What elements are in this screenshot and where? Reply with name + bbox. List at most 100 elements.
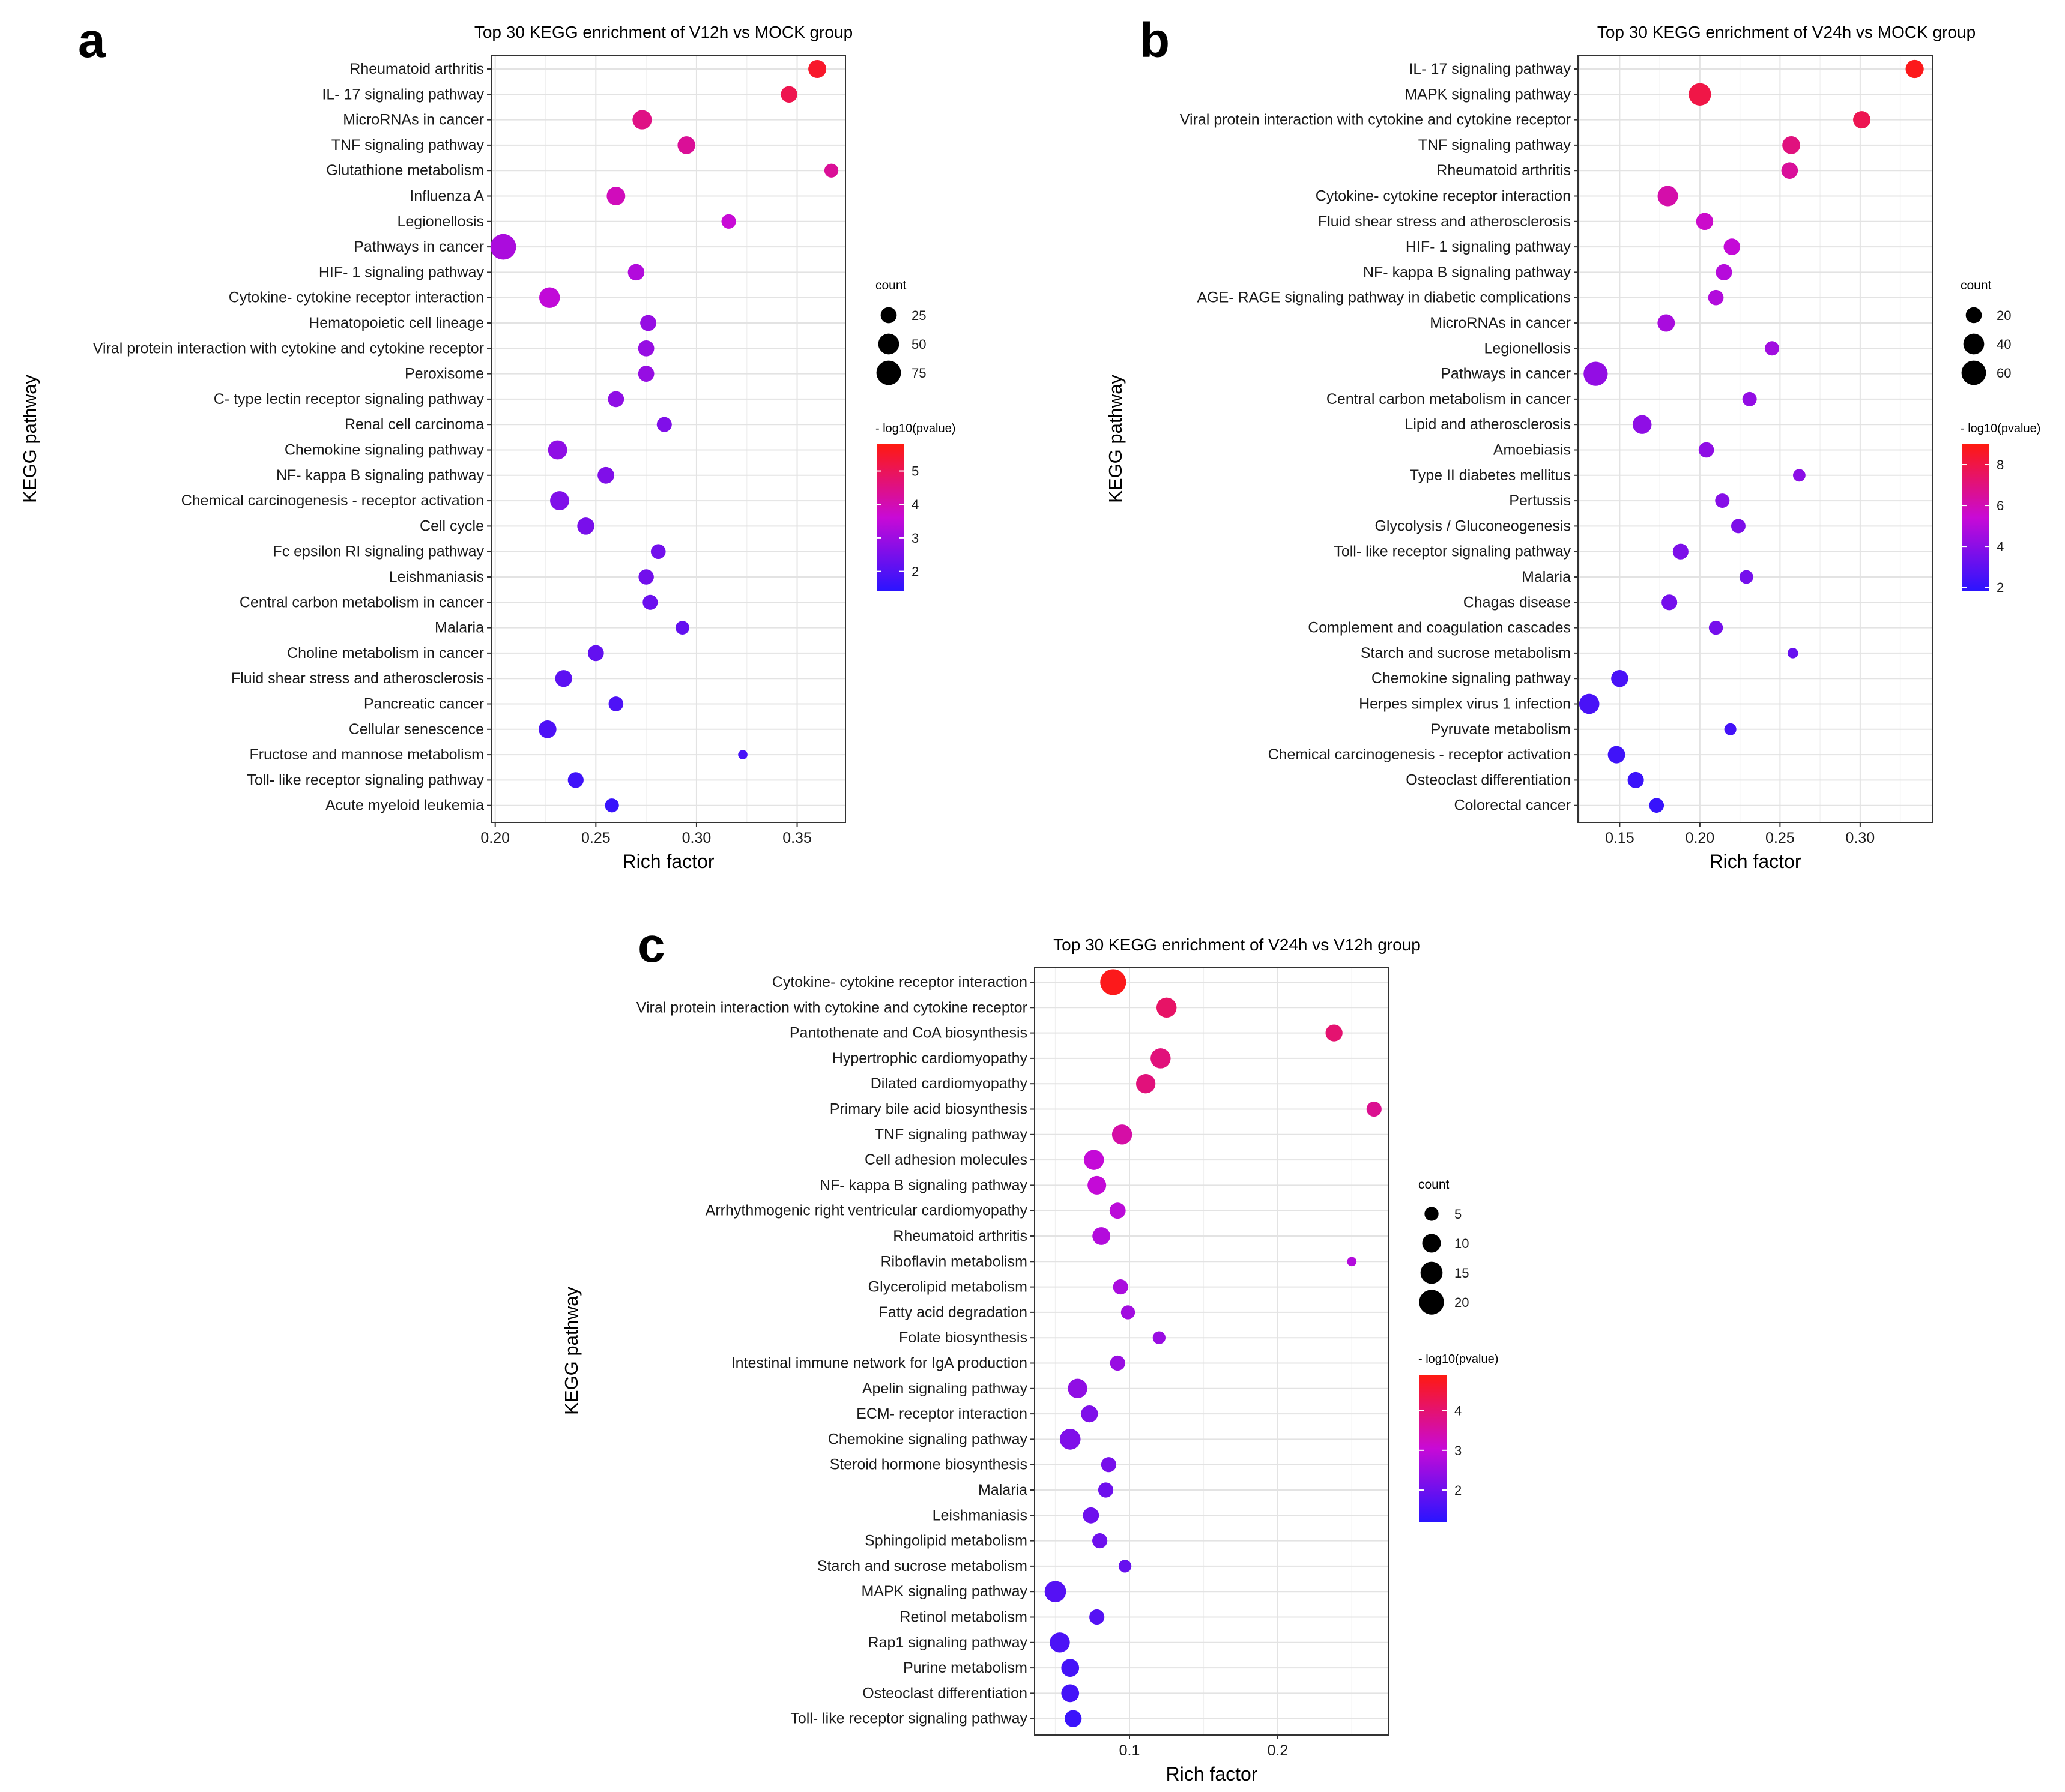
y-tick-label: Starch and sucrose metabolism: [817, 1558, 1027, 1575]
y-tick-label: Primary bile acid biosynthesis: [830, 1101, 1027, 1118]
count-legend-title: count: [1961, 279, 1992, 292]
y-tick-label: Sphingolipid metabolism: [865, 1533, 1027, 1549]
y-tick-label: MicroRNAs in cancer: [343, 112, 484, 128]
x-tick-label: 0.2: [1267, 1742, 1288, 1759]
data-point: [650, 544, 666, 560]
y-axis-label: KEGG pathway: [1105, 375, 1126, 503]
plot-background: [1035, 968, 1389, 1735]
data-point: [1633, 415, 1652, 434]
count-legend-label: 60: [1997, 366, 2011, 381]
y-tick-label: Fructose and mannose metabolism: [250, 746, 484, 763]
y-tick-label: Central carbon metabolism in cancer: [1326, 391, 1571, 408]
count-legend-label: 5: [1454, 1207, 1462, 1222]
y-tick-label: MAPK signaling pathway: [861, 1583, 1027, 1600]
colorbar-label: 8: [1997, 457, 2004, 472]
colorbar-label: 4: [1454, 1404, 1462, 1419]
data-point: [1627, 771, 1644, 788]
y-tick-label: Renal cell carcinoma: [345, 416, 484, 433]
data-point: [1708, 620, 1723, 635]
data-point: [1061, 1659, 1080, 1677]
y-tick-label: Legionellosis: [397, 213, 484, 230]
data-point: [608, 391, 624, 408]
count-legend-dot: [1963, 333, 1985, 355]
y-tick-label: Osteoclast differentiation: [862, 1685, 1027, 1701]
count-legend-dot: [1419, 1290, 1444, 1315]
data-point: [1689, 83, 1711, 106]
count-legend-label: 25: [912, 308, 926, 323]
data-point: [1649, 798, 1664, 813]
data-point: [1044, 1581, 1066, 1603]
data-point: [1765, 341, 1780, 356]
data-point: [1089, 1609, 1105, 1625]
y-tick-label: NF- kappa B signaling pathway: [276, 467, 485, 484]
y-tick-label: Riboflavin metabolism: [880, 1253, 1027, 1270]
count-legend-dot: [1965, 307, 1982, 324]
x-axis-label: Rich factor: [623, 851, 715, 872]
colorbar-label: 3: [912, 531, 919, 546]
y-tick-label: Fc epsilon RI signaling pathway: [273, 543, 484, 560]
data-point: [638, 366, 655, 382]
data-point: [1101, 1457, 1117, 1473]
data-point: [1059, 1429, 1081, 1450]
data-point: [1150, 1048, 1171, 1069]
y-tick-label: Chemical carcinogenesis - receptor activ…: [1268, 746, 1571, 763]
y-tick-label: Steroid hormone biosynthesis: [830, 1456, 1027, 1473]
data-point: [1136, 1074, 1156, 1094]
y-tick-label: Rheumatoid arthritis: [349, 61, 484, 77]
y-tick-label: Toll- like receptor signaling pathway: [1334, 543, 1571, 560]
y-tick-label: Central carbon metabolism in cancer: [240, 594, 484, 611]
count-legend-dot: [878, 333, 899, 355]
data-point: [1716, 264, 1732, 280]
data-point: [627, 264, 645, 281]
colorbar-label: 2: [1997, 580, 2004, 595]
data-point: [1607, 746, 1625, 764]
data-point: [1708, 289, 1724, 306]
colorbar-label: 3: [1454, 1443, 1462, 1458]
y-tick-label: Chemical carcinogenesis - receptor activ…: [181, 492, 484, 509]
y-tick-label: Pathways in cancer: [354, 238, 484, 255]
x-axis-label: Rich factor: [1710, 851, 1801, 872]
data-point: [1111, 1124, 1132, 1145]
y-tick-label: Cell adhesion molecules: [865, 1151, 1027, 1168]
y-tick-label: Chemokine signaling pathway: [285, 442, 485, 459]
data-point: [1739, 570, 1753, 584]
count-legend-label: 10: [1454, 1236, 1469, 1251]
x-tick-label: 0.20: [1686, 830, 1715, 846]
y-tick-label: Chemokine signaling pathway: [1371, 670, 1571, 687]
y-tick-label: Hypertrophic cardiomyopathy: [832, 1050, 1028, 1067]
data-point: [1087, 1175, 1107, 1195]
y-tick-label: TNF signaling pathway: [331, 137, 485, 154]
y-tick-label: Glutathione metabolism: [326, 162, 484, 179]
y-tick-label: NF- kappa B signaling pathway: [1363, 264, 1571, 280]
y-tick-label: Fluid shear stress and atherosclerosis: [231, 670, 484, 687]
data-point: [1098, 1482, 1114, 1498]
x-tick-label: 0.25: [581, 830, 611, 846]
data-point: [640, 315, 656, 331]
y-tick-label: Rheumatoid arthritis: [893, 1228, 1027, 1244]
count-legend-dot: [1424, 1207, 1439, 1221]
data-point: [1113, 1279, 1128, 1295]
data-point: [1120, 1305, 1135, 1320]
plot-frame: [491, 55, 846, 823]
y-tick-label: Cytokine- cytokine receptor interaction: [772, 974, 1027, 991]
y-tick-label: Viral protein interaction with cytokine …: [636, 999, 1027, 1016]
count-legend-label: 40: [1997, 337, 2011, 352]
data-point: [1715, 493, 1730, 508]
data-point: [632, 110, 652, 130]
data-point: [548, 440, 567, 460]
y-tick-label: Dilated cardiomyopathy: [871, 1075, 1028, 1092]
data-point: [1109, 1202, 1126, 1219]
y-tick-label: Choline metabolism in cancer: [287, 645, 484, 662]
color-legend-title: - log10(pvalue): [875, 422, 955, 435]
colorbar-label: 2: [912, 564, 919, 579]
data-point: [638, 340, 655, 357]
data-point: [1657, 314, 1675, 332]
data-point: [1092, 1533, 1108, 1549]
data-point: [1723, 238, 1741, 255]
plot-background: [1578, 55, 1932, 822]
data-point: [587, 645, 604, 662]
colorbar-label: 4: [1997, 539, 2004, 554]
panel-a: a Top 30 KEGG enrichment of V12h vs MOCK …: [19, 13, 955, 872]
y-tick-label: Complement and coagulation cascades: [1308, 620, 1571, 636]
data-point: [539, 720, 557, 738]
